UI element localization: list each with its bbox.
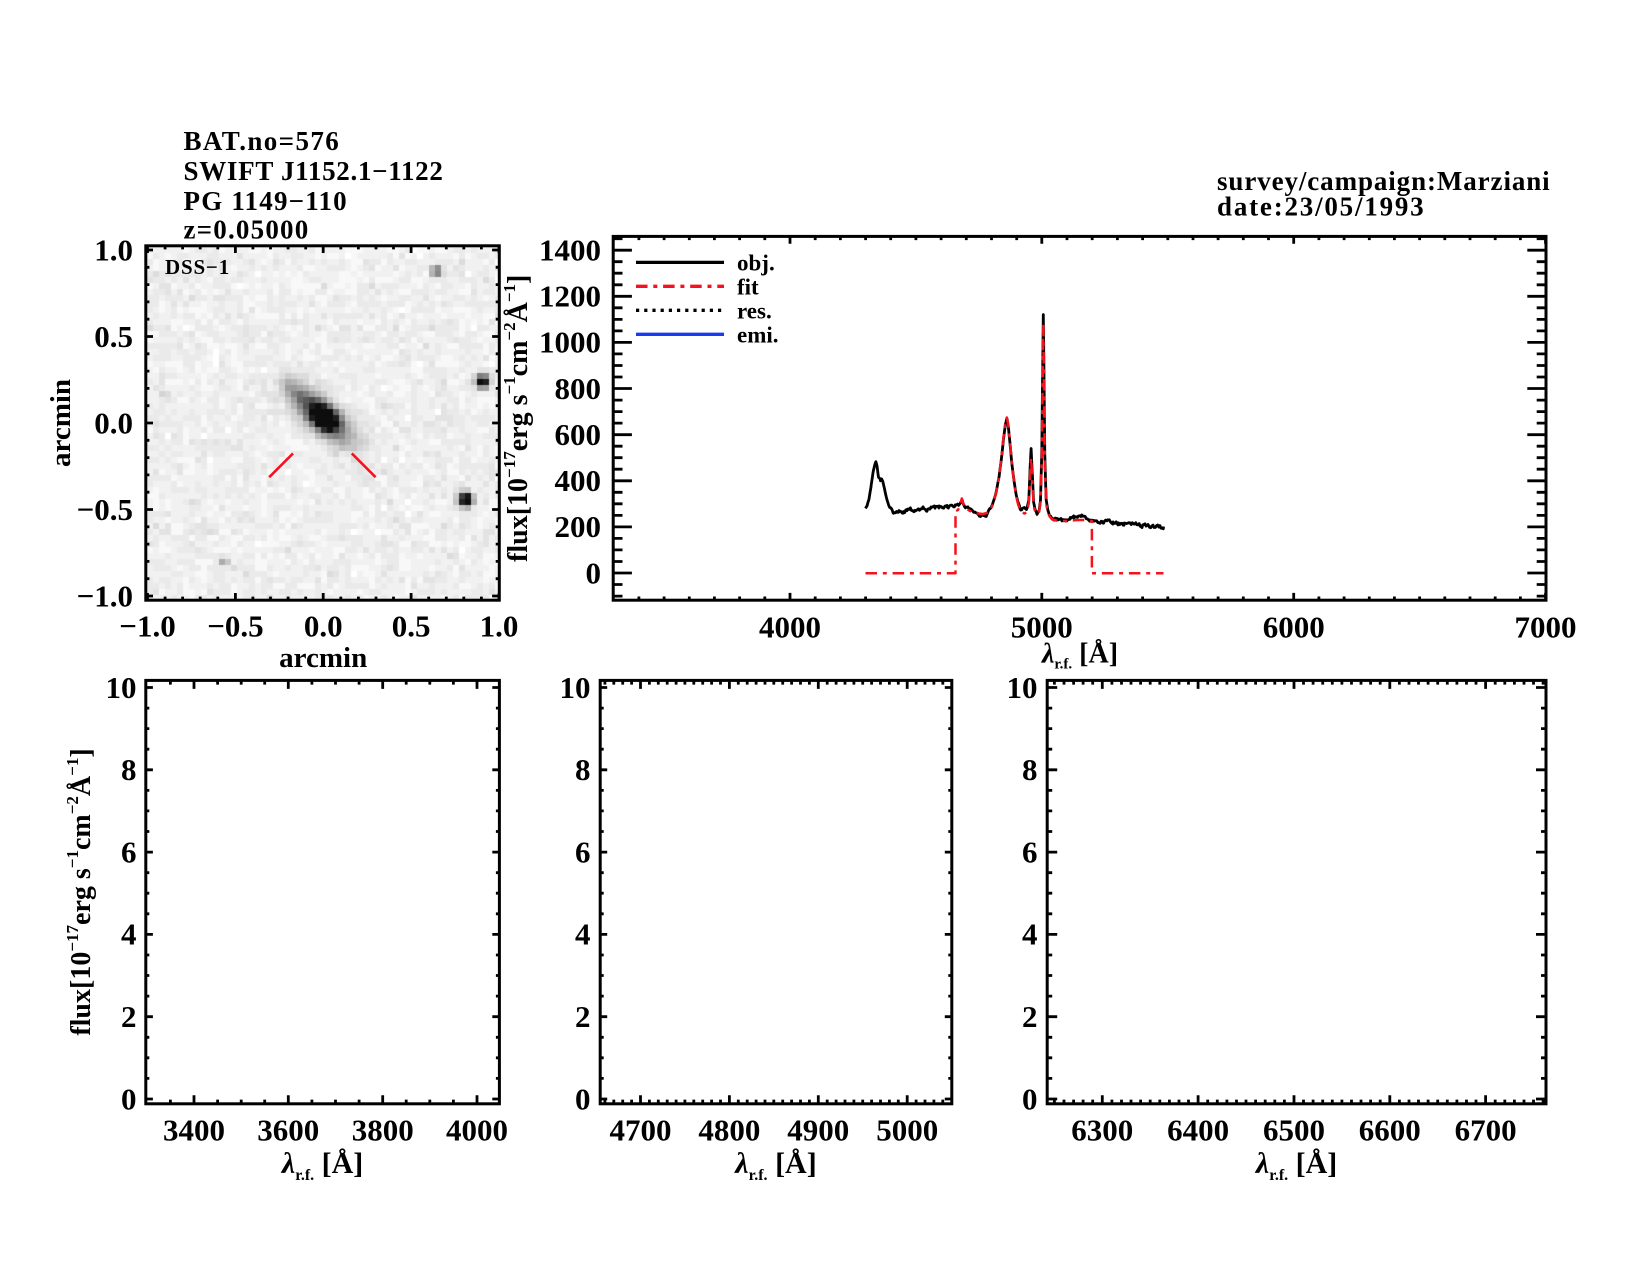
svg-text:8: 8 (121, 752, 137, 787)
svg-text:−1.0: −1.0 (77, 579, 133, 614)
svg-text:0.0: 0.0 (94, 406, 133, 441)
svg-text:1200: 1200 (539, 279, 601, 314)
svg-text:4: 4 (121, 917, 137, 952)
svg-text:SWIFT J1152.1−1122: SWIFT J1152.1−1122 (184, 156, 444, 186)
svg-text:4000: 4000 (446, 1113, 508, 1148)
svg-text:fit: fit (737, 274, 759, 299)
svg-text:date:23/05/1993: date:23/05/1993 (1217, 192, 1426, 222)
svg-text:−0.5: −0.5 (207, 609, 263, 644)
svg-text:flux[10−17erg s−1cm−2Å−1]: flux[10−17erg s−1cm−2Å−1] (63, 748, 97, 1035)
svg-text:10: 10 (1007, 670, 1038, 705)
svg-text:obj.: obj. (737, 250, 775, 275)
svg-text:400: 400 (555, 463, 602, 498)
svg-text:res.: res. (737, 298, 772, 323)
svg-text:4900: 4900 (787, 1113, 849, 1148)
svg-text:λr.f. [Å]: λr.f. [Å] (1254, 1147, 1337, 1184)
svg-text:1.0: 1.0 (94, 233, 133, 268)
svg-text:0.5: 0.5 (94, 319, 133, 354)
svg-text:1000: 1000 (539, 325, 601, 360)
svg-text:800: 800 (555, 371, 602, 406)
svg-text:6600: 6600 (1359, 1113, 1421, 1148)
svg-text:z=0.05000: z=0.05000 (184, 215, 310, 245)
svg-text:4000: 4000 (759, 610, 821, 645)
svg-text:2: 2 (575, 999, 591, 1034)
svg-text:λr.f. [Å]: λr.f. [Å] (280, 1147, 363, 1184)
svg-text:0.0: 0.0 (304, 609, 343, 644)
svg-text:5000: 5000 (1011, 610, 1073, 645)
svg-text:−0.5: −0.5 (77, 492, 133, 527)
svg-text:10: 10 (106, 670, 137, 705)
svg-text:arcmin: arcmin (279, 642, 367, 674)
svg-text:200: 200 (555, 509, 602, 544)
svg-text:emi.: emi. (737, 322, 779, 347)
svg-text:8: 8 (575, 752, 591, 787)
svg-text:3400: 3400 (163, 1113, 225, 1148)
svg-text:6400: 6400 (1167, 1113, 1229, 1148)
svg-text:0: 0 (121, 1081, 137, 1116)
svg-text:PG 1149−110: PG 1149−110 (184, 186, 348, 216)
svg-text:8: 8 (1022, 752, 1038, 787)
svg-text:6000: 6000 (1263, 610, 1325, 645)
svg-text:6: 6 (121, 834, 137, 869)
svg-text:flux[10−17erg s−1cm−2Å−1]: flux[10−17erg s−1cm−2Å−1] (500, 275, 534, 562)
svg-text:6: 6 (1022, 834, 1038, 869)
svg-text:2: 2 (121, 999, 137, 1034)
svg-text:BAT.no=576: BAT.no=576 (184, 126, 341, 156)
svg-text:−1.0: −1.0 (119, 609, 175, 644)
svg-text:3800: 3800 (352, 1113, 414, 1148)
svg-text:600: 600 (555, 417, 602, 452)
svg-text:survey/campaign:Marziani: survey/campaign:Marziani (1217, 166, 1551, 196)
svg-text:0: 0 (1022, 1081, 1038, 1116)
svg-text:6300: 6300 (1071, 1113, 1133, 1148)
svg-text:DSS−1: DSS−1 (165, 255, 230, 279)
svg-text:arcmin: arcmin (45, 379, 77, 467)
svg-text:2: 2 (1022, 999, 1038, 1034)
svg-text:1400: 1400 (539, 233, 601, 268)
svg-text:4800: 4800 (698, 1113, 760, 1148)
svg-text:λr.f. [Å]: λr.f. [Å] (1041, 639, 1118, 673)
svg-text:7000: 7000 (1515, 610, 1577, 645)
svg-text:5000: 5000 (876, 1113, 938, 1148)
svg-text:6: 6 (575, 834, 591, 869)
svg-text:10: 10 (560, 670, 591, 705)
svg-text:4: 4 (1022, 917, 1038, 952)
svg-text:4: 4 (575, 917, 591, 952)
svg-text:6500: 6500 (1263, 1113, 1325, 1148)
svg-text:0.5: 0.5 (392, 609, 431, 644)
svg-text:λr.f. [Å]: λr.f. [Å] (733, 1147, 816, 1184)
svg-text:3600: 3600 (257, 1113, 319, 1148)
svg-text:0: 0 (586, 555, 602, 590)
svg-text:0: 0 (575, 1081, 591, 1116)
svg-text:1.0: 1.0 (480, 609, 519, 644)
svg-text:4700: 4700 (610, 1113, 672, 1148)
svg-text:6700: 6700 (1455, 1113, 1517, 1148)
